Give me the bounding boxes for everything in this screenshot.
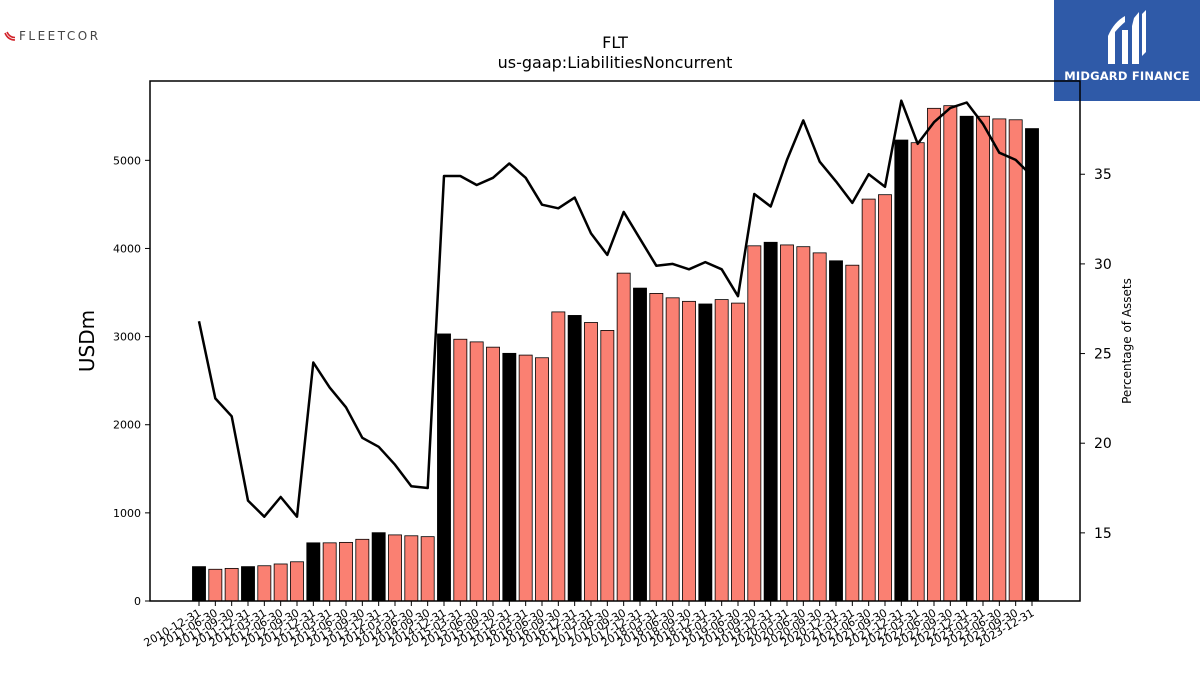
bar-2011-09-30 bbox=[224, 567, 239, 602]
y-axis-label: USDm bbox=[75, 310, 99, 372]
midgard-finance-logo: MIDGARD FINANCE bbox=[1054, 0, 1200, 101]
plot-frame bbox=[149, 80, 1081, 602]
bar-2010-12-31 bbox=[192, 566, 206, 602]
pct-of-assets-line bbox=[197, 99, 1033, 518]
bar-2019-06-30 bbox=[731, 302, 745, 602]
bar-2022-12-31 bbox=[959, 115, 974, 602]
bar-2016-06-30 bbox=[535, 357, 549, 602]
bar-2011-12-31 bbox=[241, 566, 255, 602]
bar-2016-09-30 bbox=[551, 311, 566, 602]
bar-2019-12-31 bbox=[763, 241, 778, 602]
bar-2012-06-30 bbox=[273, 563, 288, 602]
bar-2017-12-31 bbox=[633, 287, 647, 602]
bar-2018-06-30 bbox=[665, 297, 680, 602]
bar-2022-09-30 bbox=[943, 105, 958, 602]
bar-2019-03-31 bbox=[714, 299, 729, 602]
fleetcor-logo: FLEETCOR bbox=[4, 26, 101, 46]
y-tick-label: 2000 bbox=[113, 419, 141, 432]
bar-2023-12-31 bbox=[1025, 128, 1039, 602]
bar-2015-06-30 bbox=[469, 341, 484, 602]
bar-2014-03-31 bbox=[388, 534, 402, 602]
bar-2021-03-31 bbox=[845, 264, 860, 602]
bar-2023-06-30 bbox=[992, 118, 1007, 602]
bar-2013-03-31 bbox=[322, 542, 337, 602]
bar-2015-03-31 bbox=[453, 338, 468, 602]
bar-2020-12-31 bbox=[829, 260, 843, 602]
fleetcor-wordmark: FLEETCOR bbox=[19, 29, 101, 43]
bar-2019-09-30 bbox=[747, 245, 762, 602]
bar-2018-03-31 bbox=[649, 293, 664, 602]
bar-2021-09-30 bbox=[878, 194, 892, 602]
bar-2016-03-31 bbox=[518, 354, 533, 602]
bar-2020-03-31 bbox=[780, 244, 794, 602]
bar-2014-06-30 bbox=[404, 535, 419, 602]
y-tick-label: 1000 bbox=[113, 507, 141, 520]
y-tick-label: 4000 bbox=[113, 242, 141, 255]
bar-2023-09-30 bbox=[1008, 119, 1023, 602]
fleetcor-mark-icon bbox=[4, 31, 16, 41]
bar-2020-06-30 bbox=[796, 246, 811, 602]
bar-2013-09-30 bbox=[355, 538, 370, 602]
y-tick-label: 3000 bbox=[113, 331, 141, 344]
midgard-mark-icon bbox=[1108, 10, 1146, 64]
bar-2013-12-31 bbox=[371, 532, 386, 602]
bar-2012-12-31 bbox=[306, 542, 321, 602]
bar-2023-03-31 bbox=[976, 115, 990, 602]
bar-2018-09-30 bbox=[682, 300, 696, 602]
bar-2021-06-30 bbox=[861, 198, 876, 602]
bar-2021-12-31 bbox=[894, 139, 909, 602]
bar-2022-03-31 bbox=[910, 142, 925, 602]
bar-2012-03-31 bbox=[257, 565, 272, 602]
y2-axis-label: Percentage of Assets bbox=[1120, 278, 1134, 404]
bar-2017-06-30 bbox=[600, 330, 615, 602]
bar-2011-06-30 bbox=[208, 568, 223, 602]
bar-2015-12-31 bbox=[502, 352, 517, 602]
bar-2012-09-30 bbox=[290, 561, 304, 602]
chart-subtitle: us-gaap:LiabilitiesNoncurrent bbox=[498, 53, 733, 72]
y2-tick-label: 35 bbox=[1094, 167, 1112, 183]
bar-2020-09-30 bbox=[812, 252, 827, 602]
bar-2018-12-31 bbox=[698, 303, 713, 602]
bar-2017-03-31 bbox=[584, 322, 598, 602]
y2-tick-label: 25 bbox=[1094, 347, 1112, 363]
bar-2015-09-30 bbox=[486, 346, 500, 602]
bar-2014-09-30 bbox=[420, 536, 435, 602]
bar-2016-12-31 bbox=[567, 315, 582, 602]
midgard-wordmark: MIDGARD FINANCE bbox=[1064, 69, 1190, 83]
y-tick-label: 5000 bbox=[113, 154, 141, 167]
chart-title: FLT bbox=[602, 33, 628, 52]
bar-2022-06-30 bbox=[927, 107, 941, 602]
y-tick-label: 0 bbox=[134, 595, 141, 608]
y2-tick-label: 15 bbox=[1094, 526, 1112, 542]
y2-tick-label: 20 bbox=[1094, 436, 1112, 452]
bar-2013-06-30 bbox=[339, 541, 353, 602]
bar-2017-09-30 bbox=[616, 272, 631, 602]
bar-2014-12-31 bbox=[437, 333, 451, 602]
y2-tick-label: 30 bbox=[1094, 257, 1112, 273]
